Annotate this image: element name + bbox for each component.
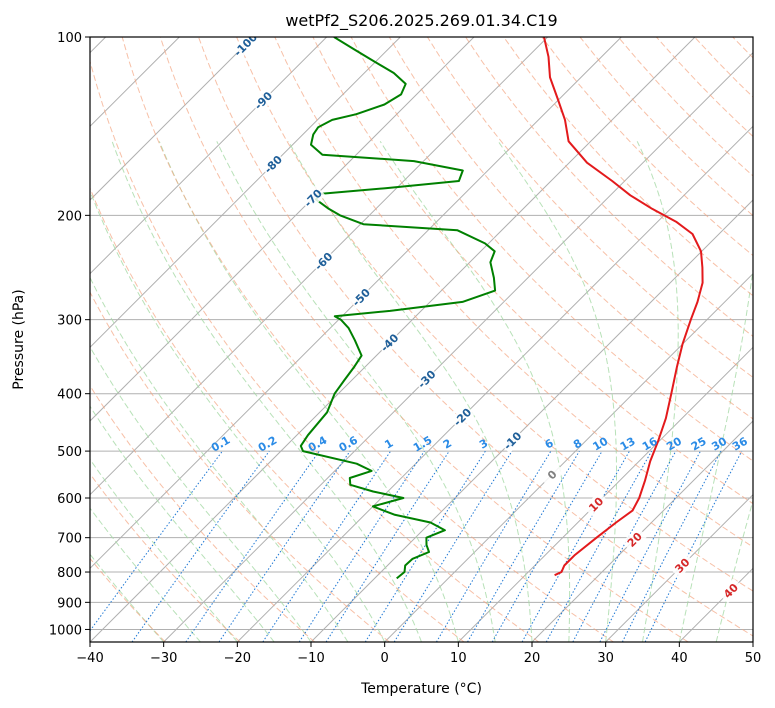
dry-adiabat (465, 37, 753, 338)
y-tick-label: 900 (57, 596, 82, 611)
dry-adiabat (274, 37, 753, 548)
isotherm-label-backdrop (621, 526, 648, 553)
dry-adiabat (198, 37, 753, 637)
isotherm-line (90, 37, 328, 275)
isotherm-line (90, 37, 401, 349)
moist-adiabat (678, 265, 753, 642)
isotherm-label-backdrop (539, 461, 565, 488)
dewpoint-trace (299, 37, 497, 580)
mixing-ratio-line (298, 450, 425, 642)
isotherm-label-backdrop (300, 185, 326, 211)
temperature-trace (543, 37, 704, 577)
dry-adiabat (312, 37, 753, 505)
mixing-ratio-line (644, 450, 743, 642)
mixing-ratio-line (621, 450, 722, 642)
y-tick-label: 100 (57, 31, 82, 46)
y-tick-label: 1000 (49, 623, 82, 638)
isotherm-line (384, 272, 753, 642)
moist-adiabat (379, 141, 571, 642)
isotherm-label-backdrop (232, 37, 259, 58)
x-tick-label: 0 (381, 651, 389, 666)
mixing-ratio-line (435, 450, 552, 642)
mixing-ratio-line (262, 450, 392, 642)
isotherm-line (163, 51, 753, 642)
dry-adiabat (90, 384, 316, 642)
y-tick-label: 700 (57, 532, 82, 547)
isotherm-label-backdrop (348, 284, 374, 311)
dry-adiabat (90, 186, 465, 642)
isotherm-line (457, 346, 753, 642)
dry-adiabat (236, 37, 753, 592)
x-axis-label: Temperature (°C) (360, 681, 482, 697)
moist-adiabat (90, 276, 349, 642)
plot-frame (89, 36, 754, 643)
x-tick-label: −10 (297, 651, 324, 666)
x-tick-label: 40 (671, 651, 688, 666)
dry-adiabat (121, 37, 614, 642)
isotherm-label-backdrop (250, 87, 276, 114)
mixing-ratio-line (599, 450, 701, 642)
moist-adiabat (288, 141, 533, 642)
mixing-ratio-line (393, 450, 513, 642)
dry-adiabat (388, 37, 753, 420)
y-tick-label: 400 (57, 388, 82, 403)
mixing-ratio-line (185, 450, 320, 642)
isotherm-label-backdrop (310, 248, 337, 274)
y-tick-label: 300 (57, 314, 82, 329)
isotherm-line (310, 199, 753, 642)
mixing-ratio-line (90, 450, 223, 632)
isotherm-label-backdrop (669, 552, 695, 579)
dry-adiabat (503, 37, 753, 297)
x-tick-label: −20 (224, 651, 251, 666)
mixing-ratio-line (364, 450, 486, 642)
isotherm-label-backdrop (260, 151, 286, 177)
isotherm-label-backdrop (413, 366, 440, 392)
mixing-ratio-line (131, 450, 270, 642)
moist-adiabat (715, 498, 753, 642)
x-tick-label: 30 (597, 651, 614, 666)
isotherm-line (90, 37, 475, 422)
mixing-ratio-line (218, 450, 351, 642)
isotherm-label-backdrop (717, 577, 744, 604)
dry-adiabat (350, 37, 753, 462)
x-tick-label: −30 (150, 651, 177, 666)
isotherm-line (605, 493, 753, 642)
y-tick-label: 600 (57, 492, 82, 507)
x-tick-label: 10 (450, 651, 467, 666)
dry-adiabat (159, 37, 689, 642)
mixing-ratio-line (572, 450, 677, 642)
dry-adiabat (90, 557, 166, 642)
moist-adiabat (111, 141, 422, 642)
isotherm-line (90, 37, 254, 201)
dry-adiabat (90, 472, 241, 642)
y-tick-label: 500 (57, 445, 82, 460)
isotherm-line (90, 37, 549, 496)
x-tick-label: 50 (745, 651, 762, 666)
mixing-ratio-line (521, 450, 630, 642)
isotherm-label-backdrop (449, 404, 476, 430)
chart-title: wetPf2_S206.2025.269.01.34.C19 (285, 11, 557, 31)
dry-adiabat (90, 291, 390, 642)
moist-adiabat (90, 345, 312, 642)
y-axis-label: Pressure (hPa) (11, 289, 27, 389)
x-tick-label: 20 (524, 651, 541, 666)
y-tick-label: 200 (57, 209, 82, 224)
mixing-ratio-line (545, 450, 653, 642)
moist-adiabat (636, 141, 679, 642)
moist-adiabat (497, 141, 617, 642)
dry-adiabat (90, 59, 540, 642)
isotherm-line (236, 125, 753, 642)
mixing-ratio-line (325, 450, 450, 642)
isotherm-line (90, 37, 622, 570)
isotherm-label-backdrop (376, 329, 403, 356)
isotherm-label-backdrop (583, 491, 609, 518)
y-tick-label: 800 (57, 566, 82, 581)
isotherm-label-backdrop (499, 427, 526, 454)
x-tick-label: −40 (76, 651, 103, 666)
moist-adiabat (216, 141, 496, 642)
